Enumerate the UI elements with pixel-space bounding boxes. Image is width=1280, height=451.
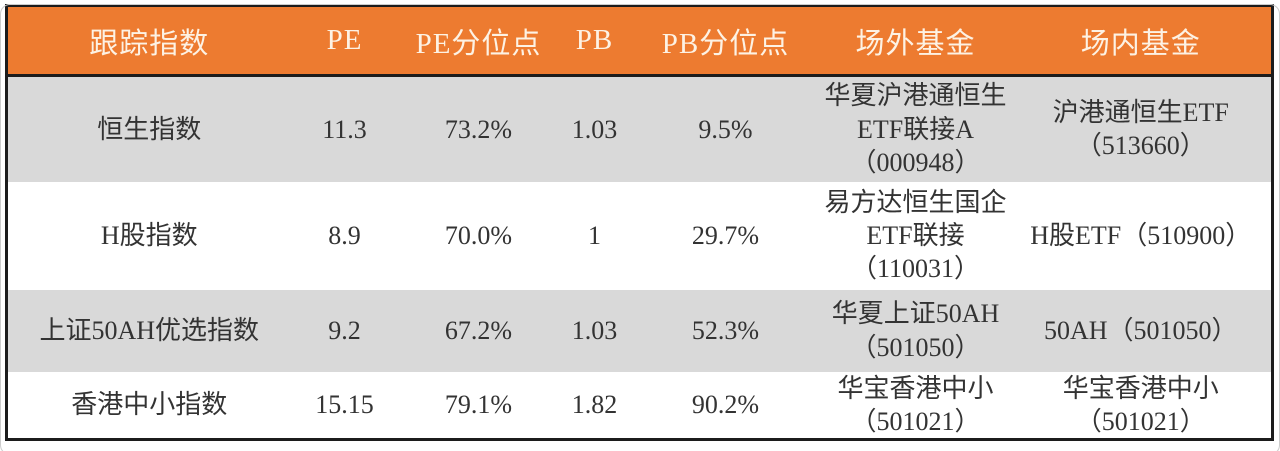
cell-exchange-fund: 50AH（501050） [1010, 289, 1273, 372]
cell-exchange-fund: 沪港通恒生ETF （513660） [1010, 75, 1273, 182]
cell-pb-percentile: 9.5% [630, 75, 821, 182]
cell-pe: 8.9 [290, 181, 399, 290]
cell-pb-percentile: 52.3% [630, 289, 821, 372]
table-header-row: 跟踪指数 PE PE分位点 PB PB分位点 场外基金 场内基金 [6, 5, 1273, 77]
table-row-sse-50ah-index: 上证50AH优选指数 9.2 67.2% 1.03 52.3% 华夏上证50AH… [6, 289, 1273, 372]
cell-index-name: 上证50AH优选指数 [6, 289, 291, 372]
cell-pb: 1.03 [558, 289, 631, 372]
index-valuation-table: 跟踪指数 PE PE分位点 PB PB分位点 场外基金 场内基金 恒生指数 11… [5, 4, 1274, 442]
column-header-exchange-fund: 场内基金 [1010, 5, 1273, 77]
cell-pb: 1.03 [558, 75, 631, 182]
cell-pb-percentile: 29.7% [630, 181, 821, 290]
column-header-otc-fund: 场外基金 [820, 5, 1011, 77]
cell-exchange-fund: 华宝香港中小 （501021） [1010, 371, 1273, 440]
table-row-h-share-index: H股指数 8.9 70.0% 1 29.7% 易方达恒生国企 ETF联接 （11… [6, 181, 1273, 290]
column-header-tracking-index: 跟踪指数 [6, 5, 291, 77]
cell-pe-percentile: 79.1% [398, 371, 559, 440]
cell-pb: 1.82 [558, 371, 631, 440]
cell-pe-percentile: 67.2% [398, 289, 559, 372]
cell-pe-percentile: 73.2% [398, 75, 559, 182]
cell-otc-fund: 华宝香港中小 （501021） [820, 371, 1011, 440]
column-header-pb-percentile: PB分位点 [630, 5, 821, 77]
cell-pe: 15.15 [290, 371, 399, 440]
cell-index-name: 香港中小指数 [6, 371, 291, 440]
cell-index-name: H股指数 [6, 181, 291, 290]
cell-exchange-fund: H股ETF（510900） [1010, 181, 1273, 290]
cell-pe: 11.3 [290, 75, 399, 182]
table-row-hang-seng-index: 恒生指数 11.3 73.2% 1.03 9.5% 华夏沪港通恒生 ETF联接A… [6, 75, 1273, 182]
column-header-pb: PB [558, 5, 631, 77]
cell-otc-fund: 华夏上证50AH （501050） [820, 289, 1011, 372]
cell-pe-percentile: 70.0% [398, 181, 559, 290]
cell-otc-fund: 华夏沪港通恒生 ETF联接A （000948） [820, 75, 1011, 182]
column-header-pe-percentile: PE分位点 [398, 5, 559, 77]
table-row-hk-smallcap-index: 香港中小指数 15.15 79.1% 1.82 90.2% 华宝香港中小 （50… [6, 371, 1273, 440]
cell-index-name: 恒生指数 [6, 75, 291, 182]
cell-pb: 1 [558, 181, 631, 290]
cell-pb-percentile: 90.2% [630, 371, 821, 440]
cell-pe: 9.2 [290, 289, 399, 372]
column-header-pe: PE [290, 5, 399, 77]
cell-otc-fund: 易方达恒生国企 ETF联接 （110031） [820, 181, 1011, 290]
